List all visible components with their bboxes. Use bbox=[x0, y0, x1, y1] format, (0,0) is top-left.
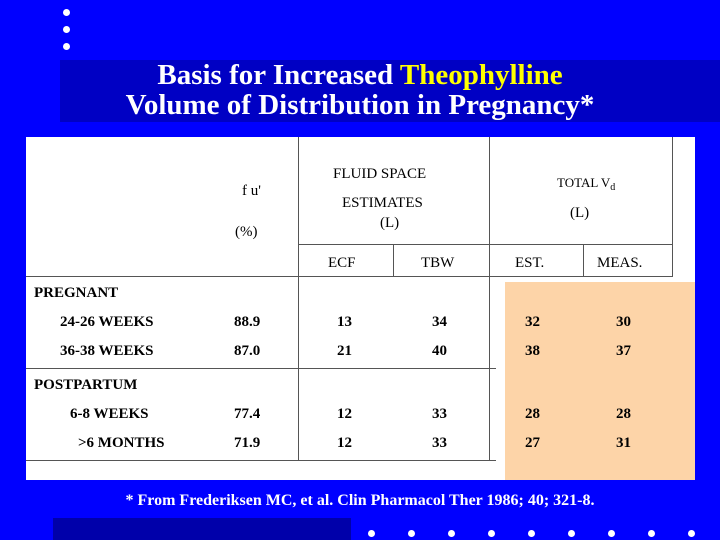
col-ecf: ECF bbox=[328, 255, 356, 271]
total-vd-header: TOTAL Vd bbox=[557, 175, 616, 193]
row-est: 27 bbox=[525, 435, 540, 451]
bottom-dot bbox=[568, 530, 575, 537]
col-meas: MEAS. bbox=[597, 255, 643, 271]
divider bbox=[26, 460, 496, 461]
row-est: 38 bbox=[525, 343, 540, 359]
row-fu: 77.4 bbox=[234, 406, 261, 422]
row-ecf: 12 bbox=[337, 406, 352, 422]
estimates-header: ESTIMATES bbox=[342, 195, 423, 211]
row-ecf: 12 bbox=[337, 435, 352, 451]
row-est: 32 bbox=[525, 314, 540, 330]
group-label-postpartum: POSTPARTUM bbox=[34, 377, 138, 393]
fu-unit: (%) bbox=[235, 224, 258, 240]
bottom-dot bbox=[648, 530, 655, 537]
bottom-dot bbox=[488, 530, 495, 537]
bottom-dot bbox=[448, 530, 455, 537]
row-period: 36-38 WEEKS bbox=[60, 343, 154, 359]
fluid-space-header: FLUID SPACE bbox=[333, 166, 427, 182]
row-tbw: 33 bbox=[432, 406, 447, 422]
fu-header: f u' bbox=[242, 183, 261, 199]
divider bbox=[298, 137, 299, 460]
divider bbox=[672, 137, 673, 277]
divider bbox=[26, 276, 672, 277]
divider bbox=[26, 368, 496, 369]
group-label-pregnant: PREGNANT bbox=[34, 285, 119, 301]
total-vd-unit: (L) bbox=[570, 205, 590, 221]
title-line2: Volume of Distribution in Pregnancy* bbox=[125, 89, 595, 121]
row-meas: 30 bbox=[616, 314, 631, 330]
row-meas: 31 bbox=[616, 435, 631, 451]
row-tbw: 34 bbox=[432, 314, 447, 330]
bottom-dot bbox=[688, 530, 695, 537]
row-period: 24-26 WEEKS bbox=[60, 314, 154, 330]
bottom-dot bbox=[608, 530, 615, 537]
row-period: 6-8 WEEKS bbox=[70, 406, 149, 422]
row-est: 28 bbox=[525, 406, 540, 422]
title-band bbox=[60, 60, 720, 122]
row-period: >6 MONTHS bbox=[78, 435, 165, 451]
row-tbw: 33 bbox=[432, 435, 447, 451]
col-tbw: TBW bbox=[421, 255, 455, 271]
estimates-unit: (L) bbox=[380, 215, 400, 231]
total-vd-highlight bbox=[505, 282, 695, 480]
divider bbox=[489, 137, 490, 460]
bullet-dot bbox=[63, 43, 70, 50]
row-meas: 28 bbox=[616, 406, 631, 422]
row-fu: 88.9 bbox=[234, 314, 261, 330]
bottom-dot bbox=[408, 530, 415, 537]
title-drug-name: Theophylline bbox=[399, 59, 563, 91]
citation-footnote: * From Frederiksen MC, et al. Clin Pharm… bbox=[125, 492, 595, 509]
row-tbw: 40 bbox=[432, 343, 447, 359]
title-line1-prefix: Basis for Increased bbox=[157, 59, 400, 91]
bullet-dot bbox=[63, 26, 70, 33]
bottom-dot bbox=[368, 530, 375, 537]
bullet-dot bbox=[63, 9, 70, 16]
row-ecf: 13 bbox=[337, 314, 352, 330]
row-fu: 87.0 bbox=[234, 343, 261, 359]
row-ecf: 21 bbox=[337, 343, 352, 359]
divider bbox=[298, 244, 672, 245]
divider bbox=[583, 244, 584, 276]
bottom-dot bbox=[528, 530, 535, 537]
bottom-bar bbox=[53, 518, 351, 540]
row-fu: 71.9 bbox=[234, 435, 261, 451]
col-est: EST. bbox=[515, 255, 545, 271]
divider bbox=[393, 244, 394, 276]
slide-title: Basis for Increased Theophylline Volume … bbox=[60, 60, 660, 120]
row-meas: 37 bbox=[616, 343, 631, 359]
